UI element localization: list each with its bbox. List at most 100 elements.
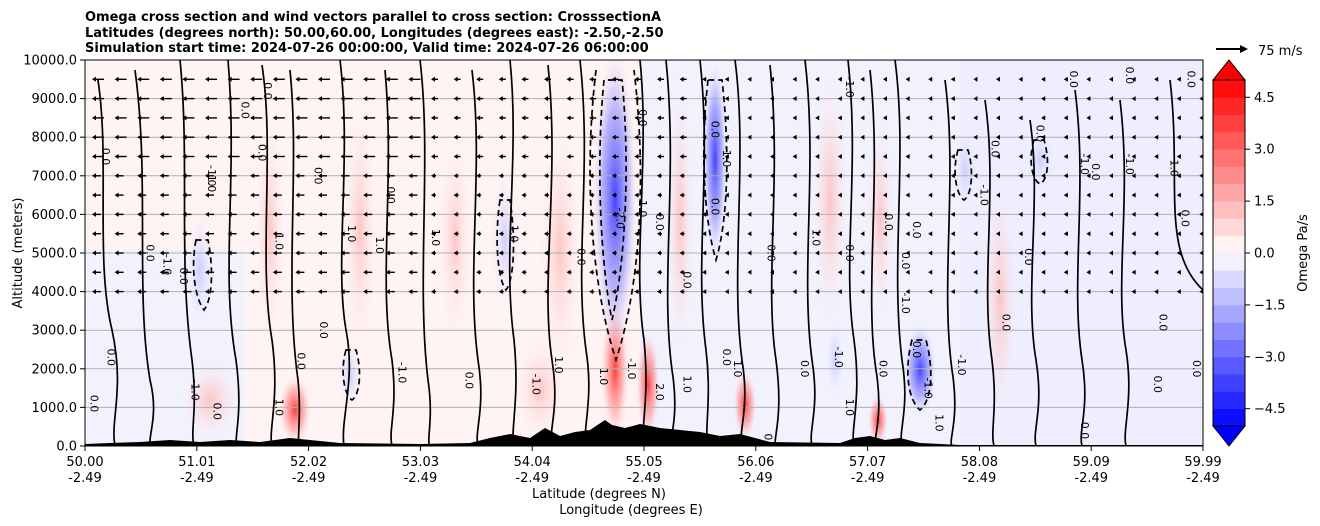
wind-vector <box>476 96 484 102</box>
wind-vector <box>611 211 617 217</box>
wind-vector <box>137 154 150 159</box>
wind-vector <box>159 289 169 295</box>
wind-vector <box>815 154 820 159</box>
wind-vector <box>996 96 1000 102</box>
wind-vector <box>1041 250 1046 256</box>
wind-vector <box>340 211 350 217</box>
contour-label: 0.0 <box>1000 314 1013 332</box>
colorbar-segment <box>1213 339 1245 358</box>
wind-vector <box>747 211 752 217</box>
contour-label: 0.0 <box>681 271 694 289</box>
colorbar-label: Omega Pa/s <box>1296 214 1311 292</box>
wind-vector <box>1086 250 1091 256</box>
wind-vector <box>137 289 147 295</box>
wind-vector <box>340 154 353 159</box>
wind-vector <box>724 154 729 159</box>
wind-vector <box>815 192 820 198</box>
wind-vector <box>1063 96 1068 102</box>
omega-negative-patch <box>953 130 977 210</box>
contour-line <box>179 60 196 446</box>
wind-vector <box>883 289 887 295</box>
wind-vector <box>544 289 549 295</box>
wind-vector <box>724 231 729 237</box>
wind-vector <box>521 134 529 140</box>
wind-vector <box>182 115 195 121</box>
wind-vector <box>1041 115 1046 121</box>
contour-label: 0.0 <box>317 321 330 339</box>
wind-vector <box>905 211 910 217</box>
wind-vector <box>521 289 527 295</box>
wind-vector <box>114 211 124 217</box>
wind-vector <box>114 231 124 237</box>
wind-vector <box>408 134 421 140</box>
wind-vector <box>702 96 707 102</box>
wind-vector <box>227 211 237 217</box>
wind-vector <box>476 76 484 82</box>
wind-vector <box>476 211 482 217</box>
wind-vector <box>453 134 461 140</box>
contour-label: 0.0 <box>1190 360 1203 378</box>
wind-vector <box>1131 231 1136 237</box>
wind-vector <box>589 211 595 217</box>
wind-vector <box>928 211 933 217</box>
wind-vector <box>114 289 124 295</box>
wind-vector <box>182 173 192 179</box>
wind-vector <box>295 154 308 159</box>
wind-vector <box>679 134 687 140</box>
wind-vector <box>1063 76 1068 82</box>
wind-vector <box>431 250 436 256</box>
contour-label: 0.0 <box>1033 125 1046 143</box>
x-tick-label-latitude: 57.07 <box>849 455 886 470</box>
wind-vector <box>544 269 549 275</box>
wind-vector <box>634 154 642 159</box>
wind-vector <box>431 76 438 82</box>
wind-vector <box>1086 154 1091 159</box>
wind-vector <box>883 192 887 198</box>
wind-vector <box>792 211 797 217</box>
wind-vector <box>702 154 707 159</box>
wind-vector <box>566 154 574 159</box>
wind-vector <box>1041 192 1046 198</box>
wind-vector <box>340 250 350 256</box>
wind-vector <box>747 115 752 121</box>
wind-vector <box>815 269 820 275</box>
wind-vector <box>1176 96 1181 102</box>
wind-vector <box>905 289 910 295</box>
wind-vector <box>453 154 461 159</box>
wind-vector <box>837 211 842 217</box>
wind-vector <box>837 250 842 256</box>
wind-vector <box>272 250 282 256</box>
quiver-key-arrowhead <box>1240 45 1248 53</box>
wind-vector <box>250 231 260 237</box>
wind-vector <box>431 173 436 179</box>
wind-vector <box>1109 192 1113 198</box>
wind-vector <box>905 173 910 179</box>
colorbar-tick-label: −4.5 <box>1254 402 1286 417</box>
contour-label: 0.0 <box>463 372 476 390</box>
wind-vector <box>566 76 574 82</box>
wind-vector <box>860 76 865 82</box>
contour-labels: 0.00.01.0-1.00.00.01.00.0-1.00.01.01.00.… <box>88 67 1203 446</box>
wind-vector <box>1154 250 1159 256</box>
wind-vector <box>589 289 595 295</box>
wind-vector <box>521 192 527 198</box>
wind-vector <box>272 231 282 237</box>
wind-vector <box>1109 269 1113 275</box>
wind-vector <box>679 76 687 82</box>
contour-label: -1.0 <box>977 184 990 205</box>
wind-vector <box>498 211 504 217</box>
wind-vector <box>453 289 459 295</box>
wind-vector <box>544 192 549 198</box>
contour-label: 0.0 <box>384 186 397 204</box>
wind-vector <box>385 154 398 159</box>
wind-vector <box>318 134 330 140</box>
wind-vector <box>1154 289 1159 295</box>
wind-vector <box>860 154 865 159</box>
wind-vector <box>1176 134 1181 140</box>
wind-vector <box>566 134 574 140</box>
contour-label: 0.0 <box>574 248 587 266</box>
contour-label: 0.0 <box>144 244 157 262</box>
wind-vector <box>815 211 820 217</box>
quiver-key-label: 75 m/s <box>1258 44 1303 59</box>
wind-vector <box>92 154 104 159</box>
